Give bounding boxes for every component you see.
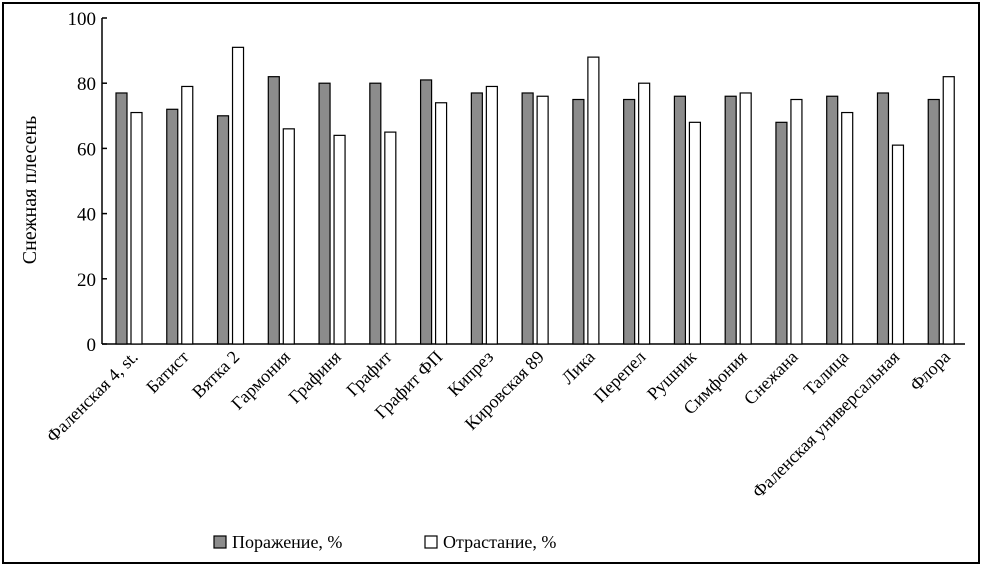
x-category-label: Лика <box>557 347 598 388</box>
bar-porazhenie <box>724 95 737 345</box>
x-category-label: Фаленская 4, st. <box>42 347 142 447</box>
bar-otrastanie <box>942 76 955 345</box>
bar-porazhenie <box>623 98 636 345</box>
bar-porazhenie <box>267 76 280 345</box>
x-category-label: Снежана <box>740 347 802 409</box>
bar-otrastanie <box>130 111 143 345</box>
bar-otrastanie <box>231 46 245 345</box>
bar-otrastanie <box>282 128 295 345</box>
bar-otrastanie <box>739 92 752 345</box>
bar-otrastanie <box>841 111 854 345</box>
legend-swatch <box>424 535 438 549</box>
y-tick-label: 20 <box>77 270 96 291</box>
bar-porazhenie <box>876 92 890 345</box>
bar-otrastanie <box>434 102 448 345</box>
bar-porazhenie <box>318 82 331 345</box>
bar-porazhenie <box>572 98 585 345</box>
bar-porazhenie <box>521 92 534 345</box>
x-category-label: Перепел <box>590 347 650 407</box>
bar-otrastanie <box>384 131 397 345</box>
legend-label: Отрастание, % <box>443 532 556 552</box>
y-tick-label: 0 <box>87 335 97 356</box>
bar-otrastanie <box>181 85 194 345</box>
bar-otrastanie <box>688 121 702 345</box>
x-category-label: Батист <box>142 347 192 397</box>
y-tick-label: 80 <box>77 74 96 95</box>
bar-otrastanie <box>790 98 803 345</box>
bar-otrastanie <box>638 82 651 345</box>
bar-porazhenie <box>369 82 382 345</box>
bar-porazhenie <box>470 92 483 345</box>
y-tick-label: 40 <box>77 205 96 226</box>
bar-porazhenie <box>115 92 128 345</box>
bar-otrastanie <box>536 95 549 345</box>
bar-porazhenie <box>419 79 433 345</box>
bar-porazhenie <box>166 108 179 345</box>
bar-porazhenie <box>216 115 230 345</box>
bar-porazhenie <box>673 95 687 345</box>
legend-swatch <box>213 535 227 549</box>
bar-porazhenie <box>826 95 839 345</box>
bar-otrastanie <box>485 85 498 345</box>
y-tick-label: 100 <box>68 9 97 30</box>
bar-otrastanie <box>587 56 600 345</box>
x-category-label: Флора <box>906 347 954 395</box>
x-category-label: Графиня <box>284 347 344 407</box>
bar-otrastanie <box>891 144 905 345</box>
bar-porazhenie <box>775 121 788 345</box>
bar-otrastanie <box>333 134 346 345</box>
legend-label: Поражение, % <box>232 532 342 552</box>
y-axis-title: Снежная плесень <box>19 116 41 264</box>
y-tick-label: 60 <box>77 139 96 160</box>
bar-porazhenie <box>927 98 940 345</box>
